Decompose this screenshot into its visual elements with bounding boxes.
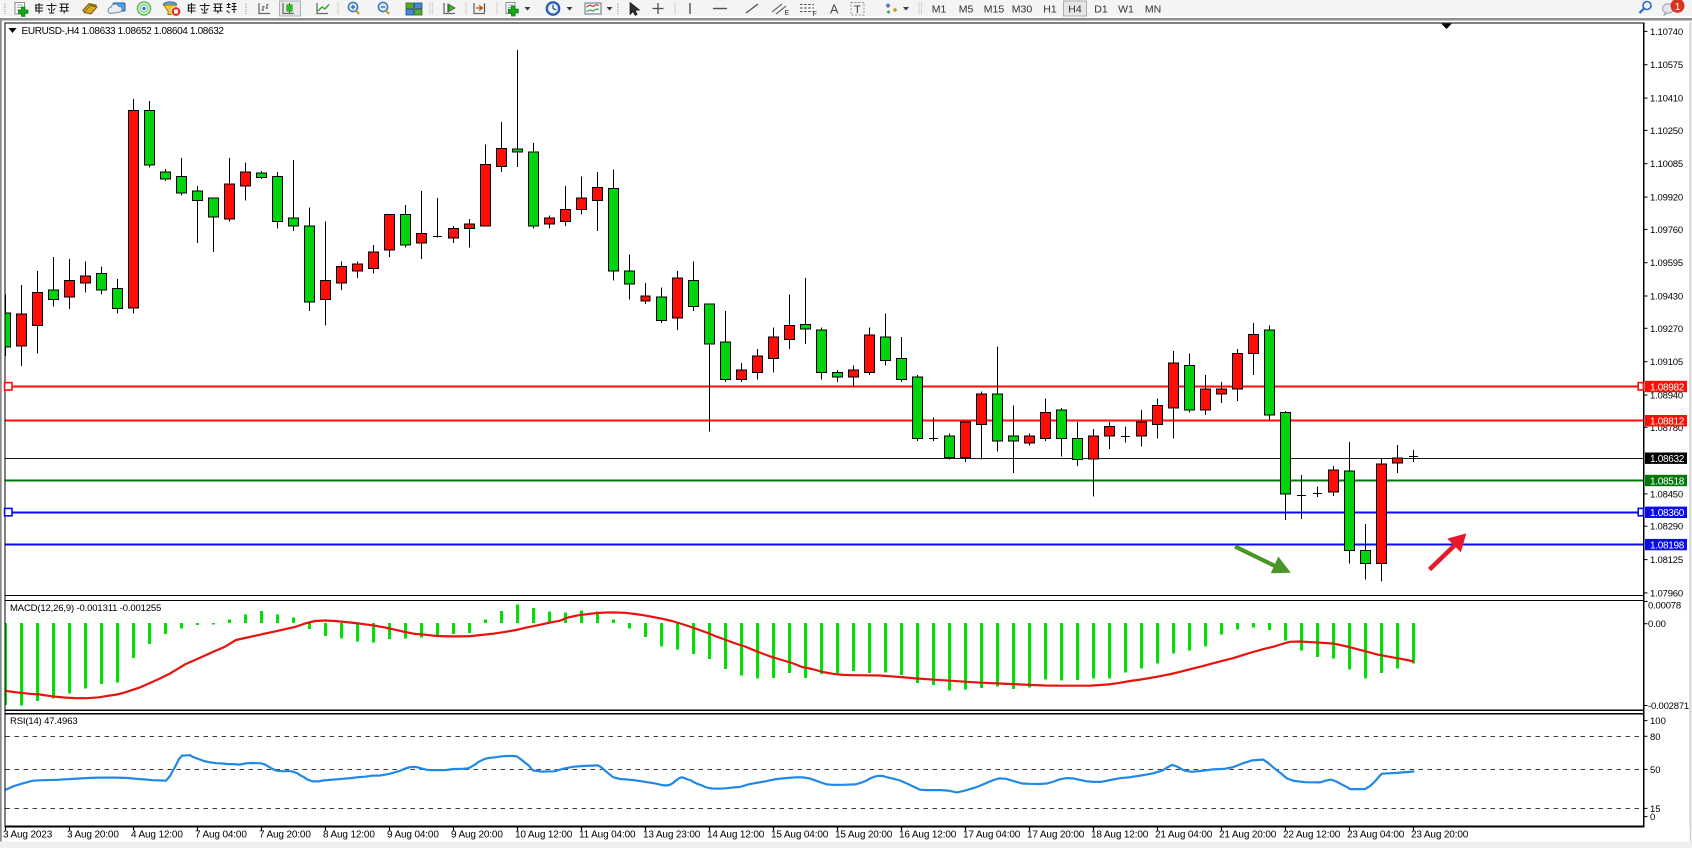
svg-text:18 Aug 12:00: 18 Aug 12:00 xyxy=(1091,830,1149,841)
svg-text:22 Aug 12:00: 22 Aug 12:00 xyxy=(1283,830,1341,841)
svg-text:1.09920: 1.09920 xyxy=(1650,193,1683,204)
svg-text:E: E xyxy=(785,10,790,17)
svg-text:1.08290: 1.08290 xyxy=(1650,522,1683,533)
svg-text:1.08780: 1.08780 xyxy=(1650,423,1683,434)
svg-text:-0.002871: -0.002871 xyxy=(1648,701,1689,712)
svg-text:17 Aug 20:00: 17 Aug 20:00 xyxy=(1027,830,1085,841)
svg-text:1.08198: 1.08198 xyxy=(1650,540,1685,551)
svg-text:M15: M15 xyxy=(984,4,1005,16)
svg-text:1.09270: 1.09270 xyxy=(1650,324,1683,335)
svg-text:1.08632: 1.08632 xyxy=(1650,454,1685,465)
svg-text:21 Aug 20:00: 21 Aug 20:00 xyxy=(1219,830,1277,841)
svg-text:100: 100 xyxy=(1650,716,1666,727)
svg-text:3 Aug 2023: 3 Aug 2023 xyxy=(3,830,53,841)
svg-text:9 Aug 04:00: 9 Aug 04:00 xyxy=(387,830,439,841)
svg-text:80: 80 xyxy=(1650,732,1661,743)
svg-text:M5: M5 xyxy=(959,4,974,16)
svg-text:15: 15 xyxy=(1650,804,1661,815)
svg-text:M30: M30 xyxy=(1012,4,1033,16)
svg-text:M1: M1 xyxy=(932,4,947,16)
svg-text:1.10575: 1.10575 xyxy=(1650,60,1683,71)
svg-text:23 Aug 04:00: 23 Aug 04:00 xyxy=(1347,830,1405,841)
svg-text:H4: H4 xyxy=(1068,4,1082,16)
svg-text:10 Aug 12:00: 10 Aug 12:00 xyxy=(515,830,573,841)
svg-text:1.08518: 1.08518 xyxy=(1650,476,1685,487)
svg-text:14 Aug 12:00: 14 Aug 12:00 xyxy=(707,830,765,841)
svg-text:7 Aug 20:00: 7 Aug 20:00 xyxy=(259,830,311,841)
svg-text:50: 50 xyxy=(1650,765,1661,776)
svg-text:1.10250: 1.10250 xyxy=(1650,126,1683,137)
svg-text:1.10740: 1.10740 xyxy=(1650,27,1683,38)
svg-text:4 Aug 12:00: 4 Aug 12:00 xyxy=(131,830,183,841)
svg-text:1.08982: 1.08982 xyxy=(1650,382,1685,393)
svg-text:1.10085: 1.10085 xyxy=(1650,159,1683,170)
svg-text:1.09595: 1.09595 xyxy=(1650,258,1683,269)
svg-text:15 Aug 04:00: 15 Aug 04:00 xyxy=(771,830,829,841)
svg-text:1.07960: 1.07960 xyxy=(1650,588,1683,599)
svg-text:MACD(12,26,9) -0.001311 -0.001: MACD(12,26,9) -0.001311 -0.001255 xyxy=(10,603,161,614)
svg-text:0.00078: 0.00078 xyxy=(1648,601,1681,612)
svg-text:13 Aug 23:00: 13 Aug 23:00 xyxy=(643,830,701,841)
svg-text:1.09430: 1.09430 xyxy=(1650,292,1683,303)
svg-text:23 Aug 20:00: 23 Aug 20:00 xyxy=(1411,830,1469,841)
svg-text:1.08125: 1.08125 xyxy=(1650,555,1683,566)
svg-text:15 Aug 20:00: 15 Aug 20:00 xyxy=(835,830,893,841)
svg-text:1: 1 xyxy=(1675,1,1681,13)
svg-text:H1: H1 xyxy=(1043,4,1057,16)
svg-text:21 Aug 04:00: 21 Aug 04:00 xyxy=(1155,830,1213,841)
svg-text:RSI(14) 47.4963: RSI(14) 47.4963 xyxy=(10,716,77,727)
svg-text:7 Aug 04:00: 7 Aug 04:00 xyxy=(195,830,247,841)
svg-text:11 Aug 04:00: 11 Aug 04:00 xyxy=(579,830,636,841)
svg-text:1.09760: 1.09760 xyxy=(1650,225,1683,236)
svg-text:F: F xyxy=(813,11,817,18)
svg-text:D1: D1 xyxy=(1094,4,1108,16)
svg-text:16 Aug 12:00: 16 Aug 12:00 xyxy=(899,830,957,841)
svg-text:1.08940: 1.08940 xyxy=(1650,391,1683,402)
svg-text:W1: W1 xyxy=(1118,4,1134,16)
svg-text:0: 0 xyxy=(1650,812,1655,823)
svg-text:1.10410: 1.10410 xyxy=(1650,94,1683,105)
svg-text:3 Aug 20:00: 3 Aug 20:00 xyxy=(67,830,119,841)
svg-text:T: T xyxy=(854,4,861,16)
svg-text:0.00: 0.00 xyxy=(1648,619,1666,630)
svg-text:17 Aug 04:00: 17 Aug 04:00 xyxy=(963,830,1021,841)
svg-text:1.08450: 1.08450 xyxy=(1650,489,1683,500)
svg-text:1.09105: 1.09105 xyxy=(1650,357,1683,368)
svg-text:8 Aug 12:00: 8 Aug 12:00 xyxy=(323,830,375,841)
svg-text:EURUSD-,H4 1.08633 1.08652 1.: EURUSD-,H4 1.08633 1.08652 1.08604 1.086… xyxy=(22,26,225,37)
svg-text:MN: MN xyxy=(1145,4,1161,16)
svg-text:A: A xyxy=(830,3,839,17)
svg-text:1.08812: 1.08812 xyxy=(1650,417,1685,428)
svg-text:9 Aug 20:00: 9 Aug 20:00 xyxy=(451,830,503,841)
svg-text:1.08360: 1.08360 xyxy=(1650,508,1685,519)
